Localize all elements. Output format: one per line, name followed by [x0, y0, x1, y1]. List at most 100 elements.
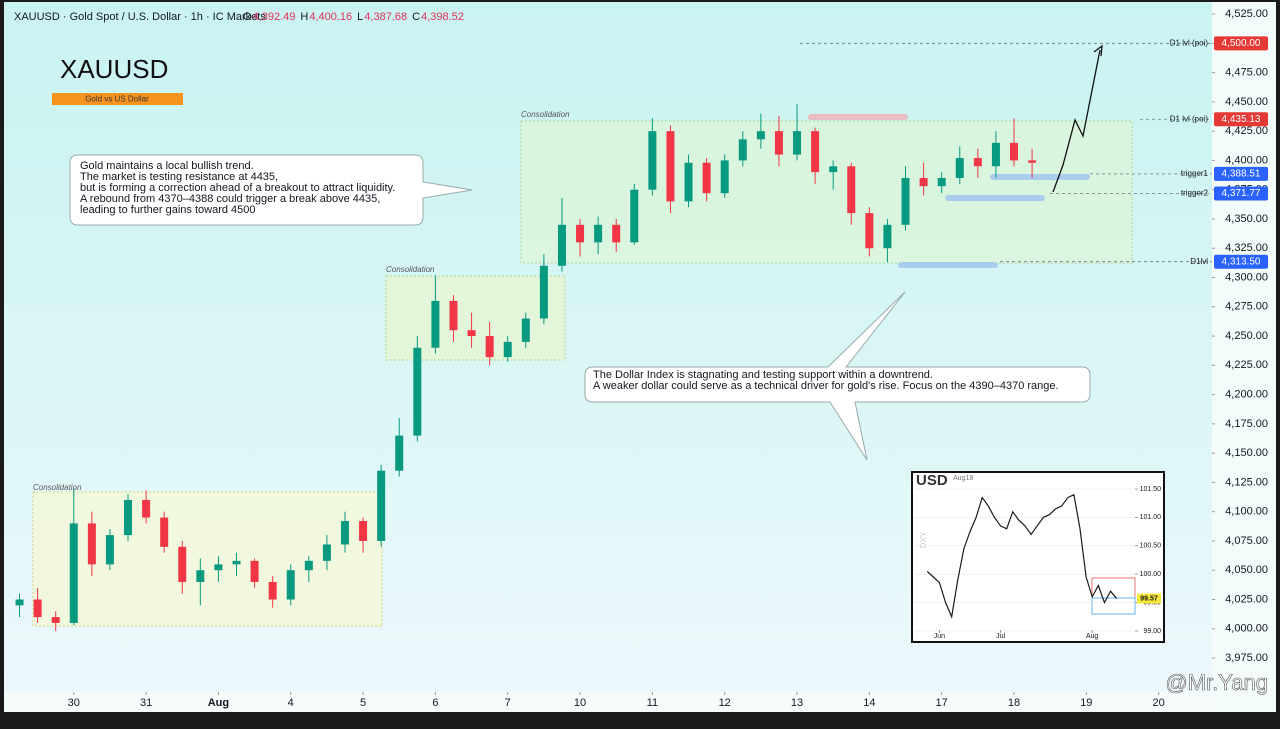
y-tick-label: 4,100.00	[1225, 506, 1268, 518]
x-tick-label: Aug	[208, 697, 229, 709]
x-tick-label: 4	[288, 697, 294, 709]
x-tick-label: 6	[432, 697, 438, 709]
candle-body	[847, 166, 856, 214]
candle-body	[666, 131, 675, 202]
x-tick-label: 11	[647, 697, 658, 709]
y-tick-label: 4,125.00	[1225, 476, 1268, 488]
y-tick-label: 4,200.00	[1225, 388, 1268, 400]
ohlc-label: H	[300, 11, 308, 23]
chart-subtitle: Gold vs US Dollar	[85, 95, 149, 104]
ohlc-value: 4,400.16	[309, 11, 352, 23]
chart-title: XAUUSD	[60, 54, 168, 84]
x-tick-label: 20	[1153, 697, 1165, 709]
x-tick-label: 5	[360, 697, 366, 709]
level-name: trigger2	[1181, 189, 1209, 198]
candle-body	[51, 617, 60, 623]
callout-text: The market is testing resistance at 4435…	[80, 171, 278, 183]
price-tag-label: 4,371.77	[1222, 188, 1261, 199]
candle-body	[720, 160, 729, 194]
ohlc-header: O 4,392.49 H 4,400.16 L 4,387.68 C 4,398.52	[243, 11, 464, 23]
ohlc-label: L	[357, 11, 363, 23]
x-tick-label: 14	[863, 697, 875, 709]
candle-body	[178, 546, 187, 582]
level-name: D1lvl	[1190, 257, 1208, 266]
y-tick-label: 4,250.00	[1225, 330, 1268, 342]
candle-body	[359, 521, 368, 541]
candle-body	[232, 560, 241, 565]
main-chart: 3,975.00 4,000.00 4,025.00 4,050.00 4,075.00…	[15, 8, 1268, 709]
candle-body	[322, 544, 331, 561]
candle-body	[503, 341, 512, 358]
candle-body	[250, 560, 259, 582]
callout-text: The Dollar Index is stagnating and testi…	[593, 369, 933, 381]
y-tick-label: 4,300.00	[1225, 271, 1268, 283]
x-tick-label: Jun	[934, 633, 945, 640]
y-tick-label: 4,400.00	[1225, 154, 1268, 166]
price-tag	[1214, 254, 1268, 269]
arrow-head	[1093, 44, 1103, 57]
candle-body	[594, 224, 603, 243]
callout-text: but is forming a correction ahead of a b…	[80, 182, 395, 194]
candle-body	[286, 570, 295, 600]
consolidation-zone	[385, 275, 566, 361]
subtitle-badge	[52, 93, 183, 105]
ohlc-value: 4,398.52	[421, 11, 464, 23]
y-tick-label: 4,000.00	[1225, 623, 1268, 635]
watermark: @Mr.Yang	[1165, 670, 1268, 695]
price-tag-label: 4,313.50	[1222, 256, 1261, 267]
candle-body	[395, 435, 404, 471]
x-tick-label: 17	[936, 697, 948, 709]
candle-body	[539, 265, 548, 319]
candle-body	[196, 570, 205, 582]
candle-body	[268, 581, 277, 600]
callout-text: A rebound from 4370–4388 could trigger a…	[80, 193, 380, 205]
candle-body	[105, 535, 114, 565]
projection-arrow	[1052, 49, 1101, 193]
y-tick-label: 101.00	[1140, 514, 1162, 521]
candle-body	[340, 521, 349, 545]
callout-box	[69, 154, 473, 226]
x-tick-label: 13	[791, 697, 803, 709]
y-tick-label: 4,225.00	[1225, 359, 1268, 371]
x-tick-label: 7	[505, 697, 511, 709]
callout-box	[584, 291, 1091, 461]
candle-body	[521, 318, 530, 342]
level-name: trigger1	[1181, 169, 1209, 178]
zone-label: Consolidation	[521, 110, 570, 119]
candle-body	[811, 131, 820, 173]
support-zone	[898, 262, 998, 268]
candle-body	[413, 347, 422, 436]
candle-body	[955, 158, 964, 178]
time-axis-background	[4, 692, 1212, 712]
candle-body	[576, 224, 585, 243]
y-tick-label: 4,450.00	[1225, 96, 1268, 108]
callout-text: Gold maintains a local bullish trend.	[80, 160, 254, 172]
zone-label: Consolidation	[33, 483, 82, 492]
ohlc-label: O	[243, 11, 252, 23]
price-tag	[1214, 186, 1268, 201]
candle-body	[431, 300, 440, 348]
candle-body	[485, 336, 494, 358]
x-tick-label: 30	[68, 697, 80, 709]
candle-body	[937, 177, 946, 187]
candle-body	[160, 517, 169, 547]
callouts: Gold maintains a local bullish trend.The…	[80, 160, 1059, 392]
y-tick-label: 4,075.00	[1225, 535, 1268, 547]
y-tick-label: 3,975.00	[1225, 652, 1268, 664]
price-tag-label: 4,500.00	[1222, 38, 1261, 49]
level-name: D1 lvl (poi)	[1170, 38, 1209, 47]
y-tick-label: 4,050.00	[1225, 564, 1268, 576]
x-tick-label: 10	[574, 697, 586, 709]
x-tick-label: Aug	[1086, 633, 1099, 640]
price-axis-background	[1212, 2, 1276, 712]
consolidation-zone	[520, 120, 1133, 264]
candle-body	[684, 162, 693, 202]
candle-body	[630, 189, 639, 243]
price-tag-label: 4,388.51	[1222, 169, 1261, 180]
support-zone	[990, 174, 1090, 180]
inset-title: USD	[916, 472, 948, 489]
y-tick-label: 100.50	[1140, 543, 1162, 550]
level-name: D1 lvl (poi)	[1170, 114, 1209, 123]
